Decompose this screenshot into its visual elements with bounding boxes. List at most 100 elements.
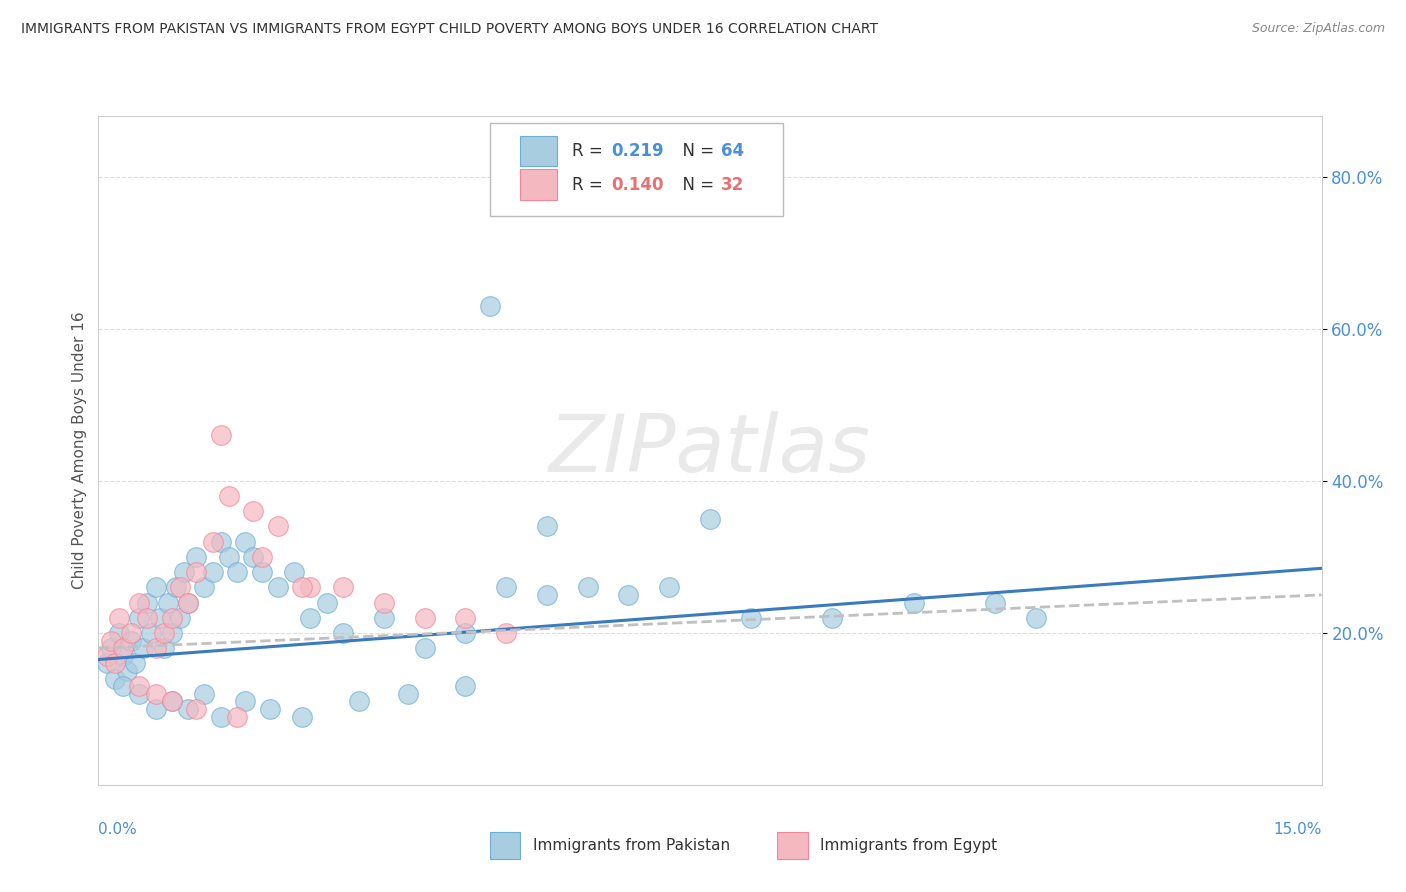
Point [120, 633, 142, 648]
Point [104, 672, 127, 686]
Point [136, 595, 159, 609]
Point [152, 626, 174, 640]
Point [186, 565, 208, 579]
Point [201, 565, 224, 579]
Point [315, 595, 337, 609]
Point [177, 702, 200, 716]
Point [299, 611, 322, 625]
Point [233, 534, 256, 549]
FancyBboxPatch shape [489, 123, 783, 217]
Point [617, 588, 640, 602]
Point [201, 534, 224, 549]
Text: 64: 64 [721, 142, 744, 160]
Point [740, 611, 762, 625]
Point [821, 611, 844, 625]
Point [120, 626, 142, 640]
Point [132, 641, 155, 656]
Text: 32: 32 [721, 176, 744, 194]
Point [128, 611, 150, 625]
Point [128, 687, 150, 701]
Point [115, 664, 138, 678]
Point [242, 549, 264, 564]
Point [209, 534, 232, 549]
Point [111, 648, 134, 663]
Text: R =: R = [572, 176, 607, 194]
Point [250, 565, 273, 579]
Point [108, 611, 131, 625]
Text: 0.219: 0.219 [612, 142, 664, 160]
Point [145, 687, 167, 701]
Text: N =: N = [672, 142, 720, 160]
Text: IMMIGRANTS FROM PAKISTAN VS IMMIGRANTS FROM EGYPT CHILD POVERTY AMONG BOYS UNDER: IMMIGRANTS FROM PAKISTAN VS IMMIGRANTS F… [21, 22, 879, 37]
Point [124, 657, 146, 671]
Point [454, 611, 477, 625]
Point [291, 709, 314, 723]
Point [413, 611, 436, 625]
Point [218, 489, 240, 503]
Point [100, 641, 122, 656]
Point [454, 626, 477, 640]
Point [495, 626, 517, 640]
Point [145, 580, 167, 594]
Point [193, 580, 215, 594]
Point [108, 626, 131, 640]
Point [699, 512, 721, 526]
Point [413, 641, 436, 656]
Point [177, 595, 200, 609]
Point [291, 580, 314, 594]
Point [145, 702, 167, 716]
Point [111, 679, 134, 693]
Point [128, 595, 150, 609]
Text: ZIPatlas: ZIPatlas [548, 411, 872, 490]
Point [111, 641, 134, 656]
Point [299, 580, 322, 594]
Point [267, 519, 290, 533]
Point [349, 694, 371, 708]
Point [209, 709, 232, 723]
Point [242, 504, 264, 518]
Point [156, 595, 179, 609]
Text: 15.0%: 15.0% [1274, 822, 1322, 837]
Point [136, 611, 159, 625]
Point [165, 580, 187, 594]
Point [1025, 611, 1047, 625]
Point [250, 549, 273, 564]
Bar [778, 831, 808, 858]
Point [396, 687, 419, 701]
Point [495, 580, 517, 594]
Text: N =: N = [672, 176, 720, 194]
Point [536, 588, 558, 602]
Point [193, 687, 215, 701]
Point [169, 611, 191, 625]
Point [145, 641, 167, 656]
Point [96, 657, 118, 671]
Point [226, 709, 249, 723]
Text: 0.140: 0.140 [612, 176, 664, 194]
Point [209, 428, 232, 442]
Point [160, 694, 183, 708]
Point [149, 611, 172, 625]
Point [160, 611, 183, 625]
Point [141, 626, 163, 640]
Point [903, 595, 925, 609]
Point [100, 633, 122, 648]
Text: Source: ZipAtlas.com: Source: ZipAtlas.com [1251, 22, 1385, 36]
Point [177, 595, 200, 609]
Point [259, 702, 281, 716]
Point [104, 657, 127, 671]
Point [283, 565, 305, 579]
Bar [489, 831, 520, 858]
Point [454, 679, 477, 693]
Point [576, 580, 599, 594]
Point [267, 580, 290, 594]
Bar [520, 136, 557, 166]
Point [186, 549, 208, 564]
Point [373, 595, 395, 609]
Text: 0.0%: 0.0% [98, 822, 138, 837]
Point [536, 519, 558, 533]
Point [226, 565, 249, 579]
Point [373, 611, 395, 625]
Point [218, 549, 240, 564]
Point [152, 641, 174, 656]
Point [160, 626, 183, 640]
